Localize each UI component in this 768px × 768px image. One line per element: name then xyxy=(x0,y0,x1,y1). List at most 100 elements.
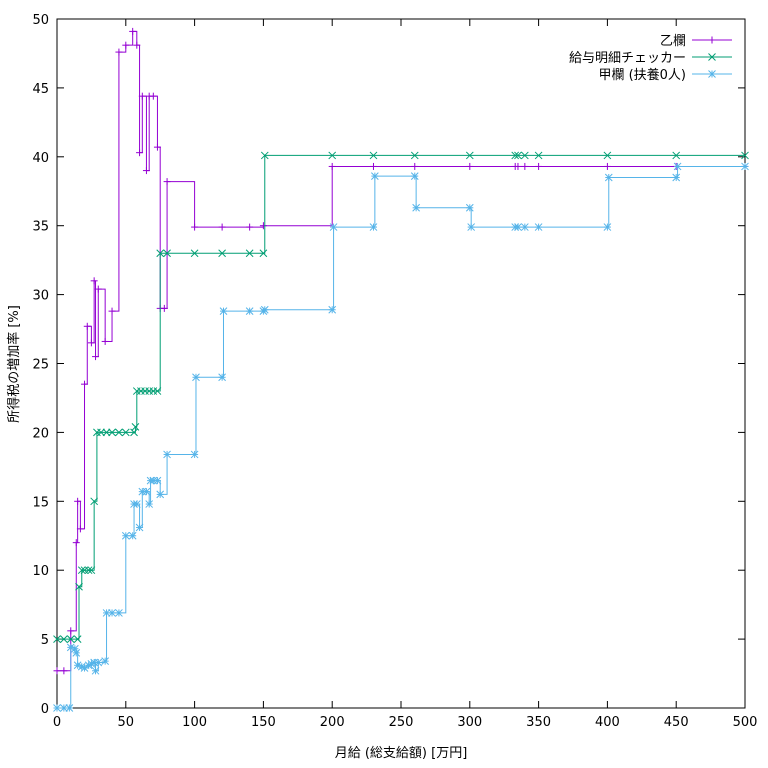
data-point xyxy=(101,657,110,666)
data-point xyxy=(77,566,86,575)
data-point xyxy=(245,307,254,315)
legend-label: 甲欄 (扶養0人) xyxy=(598,67,686,83)
data-point xyxy=(672,151,681,160)
x-tick-label: 300 xyxy=(457,715,482,730)
x-tick-label: 400 xyxy=(595,715,620,730)
data-point xyxy=(535,162,543,170)
data-point xyxy=(60,635,68,643)
data-point xyxy=(60,704,68,712)
data-point xyxy=(60,667,68,675)
data-point xyxy=(520,151,529,160)
data-point xyxy=(53,635,61,643)
data-point xyxy=(122,41,130,49)
data-point xyxy=(115,48,123,56)
data-point xyxy=(76,525,84,533)
x-tick-label: 0 xyxy=(53,715,61,730)
data-point xyxy=(190,450,199,459)
data-point xyxy=(153,476,162,485)
data-point xyxy=(328,162,336,170)
y-tick-label: 15 xyxy=(32,495,49,510)
data-point xyxy=(84,566,93,575)
x-tick-label: 350 xyxy=(526,715,551,730)
data-point xyxy=(465,151,474,160)
data-point xyxy=(145,500,154,508)
data-point xyxy=(128,531,137,540)
y-tick-label: 45 xyxy=(32,82,49,97)
data-point xyxy=(133,41,141,49)
data-point xyxy=(108,609,116,617)
data-point xyxy=(246,223,254,231)
data-point xyxy=(101,337,109,345)
data-point xyxy=(673,162,682,171)
series-layer xyxy=(53,27,749,712)
data-point xyxy=(259,249,268,258)
data-point xyxy=(121,531,130,540)
y-axis: 0 5 10 15 20 25 30 35 40 45 50 xyxy=(32,13,745,717)
data-point xyxy=(90,277,98,285)
data-point xyxy=(121,428,130,437)
data-point xyxy=(153,387,162,395)
data-point xyxy=(603,223,612,231)
data-point xyxy=(135,523,144,532)
data-point xyxy=(218,373,226,382)
data-point xyxy=(129,27,137,35)
data-point xyxy=(53,667,61,675)
data-point xyxy=(138,92,146,100)
data-point xyxy=(132,500,141,508)
data-point xyxy=(163,249,171,258)
data-point xyxy=(142,487,151,496)
data-point xyxy=(514,223,522,231)
data-point xyxy=(260,151,269,160)
data-point xyxy=(412,203,420,212)
data-point xyxy=(73,635,82,643)
data-point xyxy=(163,178,171,186)
x-tick-label: 200 xyxy=(320,715,345,730)
data-point xyxy=(741,162,749,171)
data-point xyxy=(467,223,476,231)
legend-label: 乙欄 xyxy=(660,33,686,49)
data-point xyxy=(245,249,254,258)
data-point xyxy=(163,450,171,459)
data-point xyxy=(142,167,150,175)
data-point xyxy=(72,649,81,657)
data-point xyxy=(520,223,529,231)
data-point xyxy=(108,428,116,437)
x-tick-label: 250 xyxy=(389,715,414,730)
data-point xyxy=(53,704,61,712)
legend-marker xyxy=(708,70,716,78)
data-point xyxy=(603,151,612,160)
data-point xyxy=(156,249,165,258)
data-point xyxy=(218,249,226,258)
data-point xyxy=(328,151,337,160)
data-point xyxy=(65,704,74,712)
data-point xyxy=(90,497,99,506)
data-point xyxy=(466,162,474,170)
data-point xyxy=(97,428,105,437)
data-point xyxy=(74,497,82,505)
y-tick-label: 0 xyxy=(41,702,49,717)
data-point xyxy=(91,666,100,675)
data-point xyxy=(465,203,474,212)
data-point xyxy=(511,151,520,160)
legend-marker xyxy=(708,36,716,44)
y-axis-label: 所得税の増加率 [%] xyxy=(6,305,22,423)
legend-label: 給与明細チェッカー xyxy=(569,51,686,66)
data-point xyxy=(190,249,199,258)
x-axis-label: 月給 (総支給額) [万円] xyxy=(335,746,468,761)
data-point xyxy=(115,609,123,617)
data-point xyxy=(329,223,338,231)
data-point xyxy=(131,423,140,431)
data-point xyxy=(192,373,200,382)
data-point xyxy=(514,162,522,170)
data-point xyxy=(67,627,75,635)
data-point xyxy=(521,162,529,170)
data-point xyxy=(108,307,116,315)
y-tick-label: 30 xyxy=(32,289,49,304)
data-point xyxy=(369,223,378,231)
legend-marker xyxy=(708,53,716,61)
data-point xyxy=(259,222,267,230)
x-tick-label: 100 xyxy=(182,715,207,730)
data-point xyxy=(87,339,95,347)
data-point xyxy=(410,151,419,160)
data-point xyxy=(149,92,157,100)
